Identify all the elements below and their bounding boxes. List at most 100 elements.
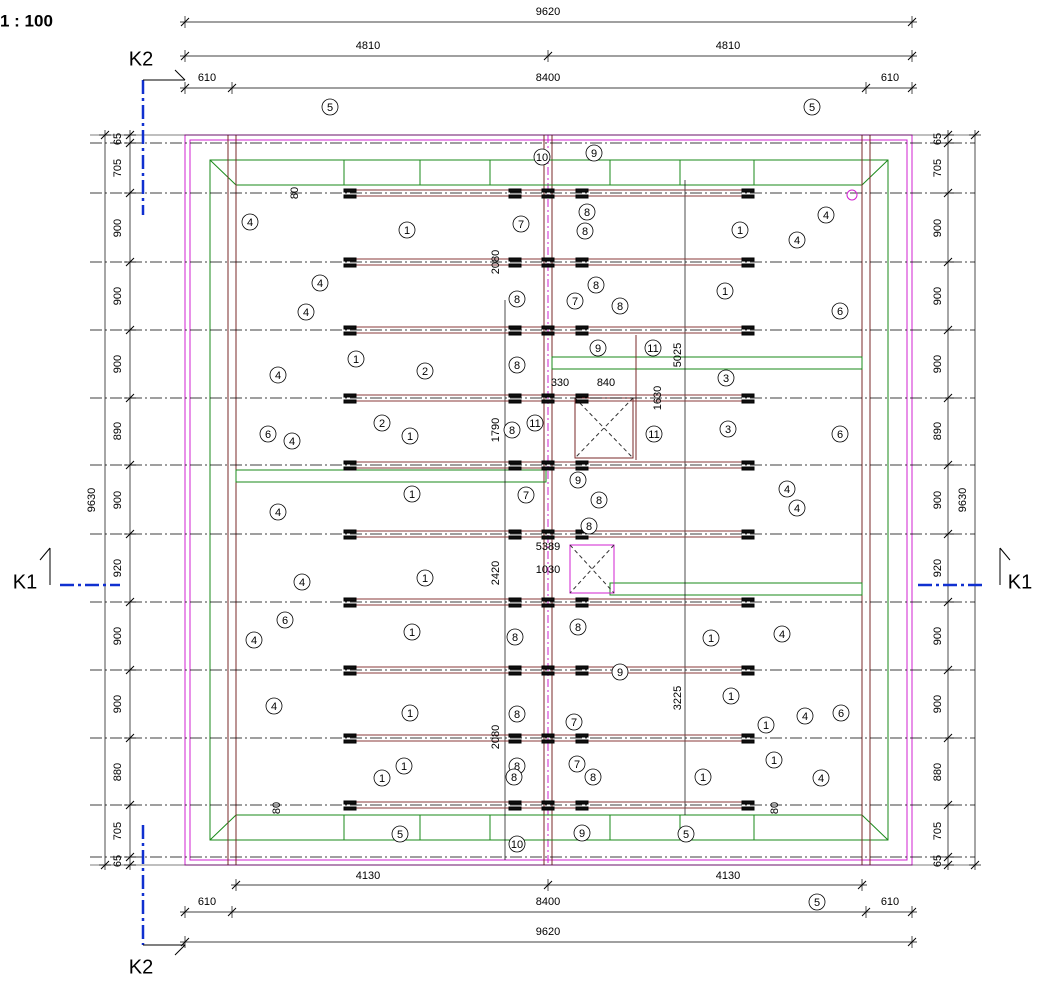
- callout-circle: [517, 486, 535, 504]
- callout-circle: [398, 221, 416, 239]
- panel: [343, 814, 755, 841]
- support: [508, 806, 522, 811]
- support: [741, 331, 755, 336]
- callout-circle: [297, 303, 315, 321]
- support: [741, 466, 755, 471]
- callout: 5: [397, 829, 403, 841]
- callout-circle: [526, 414, 544, 432]
- line: [569, 544, 615, 594]
- dim-label: 880: [932, 763, 944, 781]
- dim-label: 8400: [536, 72, 560, 84]
- callout-circle: [611, 663, 629, 681]
- panel: [551, 356, 863, 370]
- dim-label: 610: [881, 896, 899, 908]
- callout-circle: [416, 362, 434, 380]
- callout-circle: [808, 893, 826, 911]
- callout-circle: [590, 491, 608, 509]
- callout: 6: [837, 306, 843, 318]
- line: [125, 257, 135, 267]
- support: [343, 331, 357, 336]
- line: [999, 547, 1011, 561]
- callout: 9: [591, 148, 597, 160]
- callout-circle: [506, 628, 524, 646]
- callout-circle: [259, 425, 277, 443]
- callout-circle: [569, 471, 587, 489]
- support: [508, 733, 522, 738]
- callout-circle: [565, 713, 583, 731]
- callout: 4: [275, 507, 281, 519]
- support: [508, 257, 522, 262]
- callout: 5: [809, 102, 815, 114]
- support: [741, 188, 755, 193]
- dim-label: 80: [769, 802, 781, 814]
- callout: 8: [582, 226, 588, 238]
- support: [575, 331, 589, 336]
- callout-circle: [585, 144, 603, 162]
- support: [575, 257, 589, 262]
- line: [861, 159, 889, 186]
- support: [343, 800, 357, 805]
- support: [575, 460, 589, 465]
- dim-label: 4130: [716, 870, 740, 882]
- support: [575, 194, 589, 199]
- callout-circle: [347, 350, 365, 368]
- line: [943, 529, 953, 539]
- callout: 9: [595, 343, 601, 355]
- support: [541, 603, 555, 608]
- line: [907, 907, 917, 917]
- callout: 9: [579, 828, 585, 840]
- line: [943, 188, 953, 198]
- line: [227, 83, 237, 93]
- support: [541, 739, 555, 744]
- line: [125, 138, 135, 148]
- callout: 4: [317, 278, 323, 290]
- callout: 11: [529, 418, 540, 430]
- line: [970, 130, 980, 140]
- callout-circle: [796, 707, 814, 725]
- dim-label: 8400: [536, 896, 560, 908]
- support: [343, 399, 357, 404]
- dim-label: 1630: [652, 386, 664, 410]
- support: [741, 399, 755, 404]
- callout-circle: [831, 425, 849, 443]
- callout-circle: [694, 768, 712, 786]
- line: [100, 130, 110, 140]
- dim-label: 900: [932, 695, 944, 713]
- support: [575, 665, 589, 670]
- callout: 4: [802, 711, 808, 723]
- line: [180, 83, 190, 93]
- support: [575, 603, 589, 608]
- dim-label: 705: [112, 159, 124, 177]
- line: [907, 83, 917, 93]
- callout-circle: [788, 499, 806, 517]
- callout-circle: [503, 421, 521, 439]
- callout-circle: [717, 369, 735, 387]
- support: [541, 671, 555, 676]
- line: [125, 130, 135, 140]
- callout-circle: [645, 425, 663, 443]
- callout: 1: [422, 573, 428, 585]
- dim-label: 900: [932, 627, 944, 645]
- callout-circle: [269, 366, 287, 384]
- callout-circle: [731, 221, 749, 239]
- callout: 7: [574, 759, 580, 771]
- callout: 6: [265, 429, 271, 441]
- support: [541, 257, 555, 262]
- line: [943, 800, 953, 810]
- opening: [569, 544, 615, 594]
- support: [343, 671, 357, 676]
- line: [943, 393, 953, 403]
- callout: 4: [823, 210, 829, 222]
- dim-label: 65: [932, 855, 944, 867]
- dim-label: 900: [112, 287, 124, 305]
- callout-circle: [508, 705, 526, 723]
- support: [541, 399, 555, 404]
- line: [125, 529, 135, 539]
- dim-label: 2080: [490, 725, 502, 749]
- callout-circle: [293, 573, 311, 591]
- support: [741, 263, 755, 268]
- dim-label: 890: [932, 422, 944, 440]
- callout: 8: [584, 207, 590, 219]
- callout-circle: [566, 292, 584, 310]
- callout: 4: [784, 484, 790, 496]
